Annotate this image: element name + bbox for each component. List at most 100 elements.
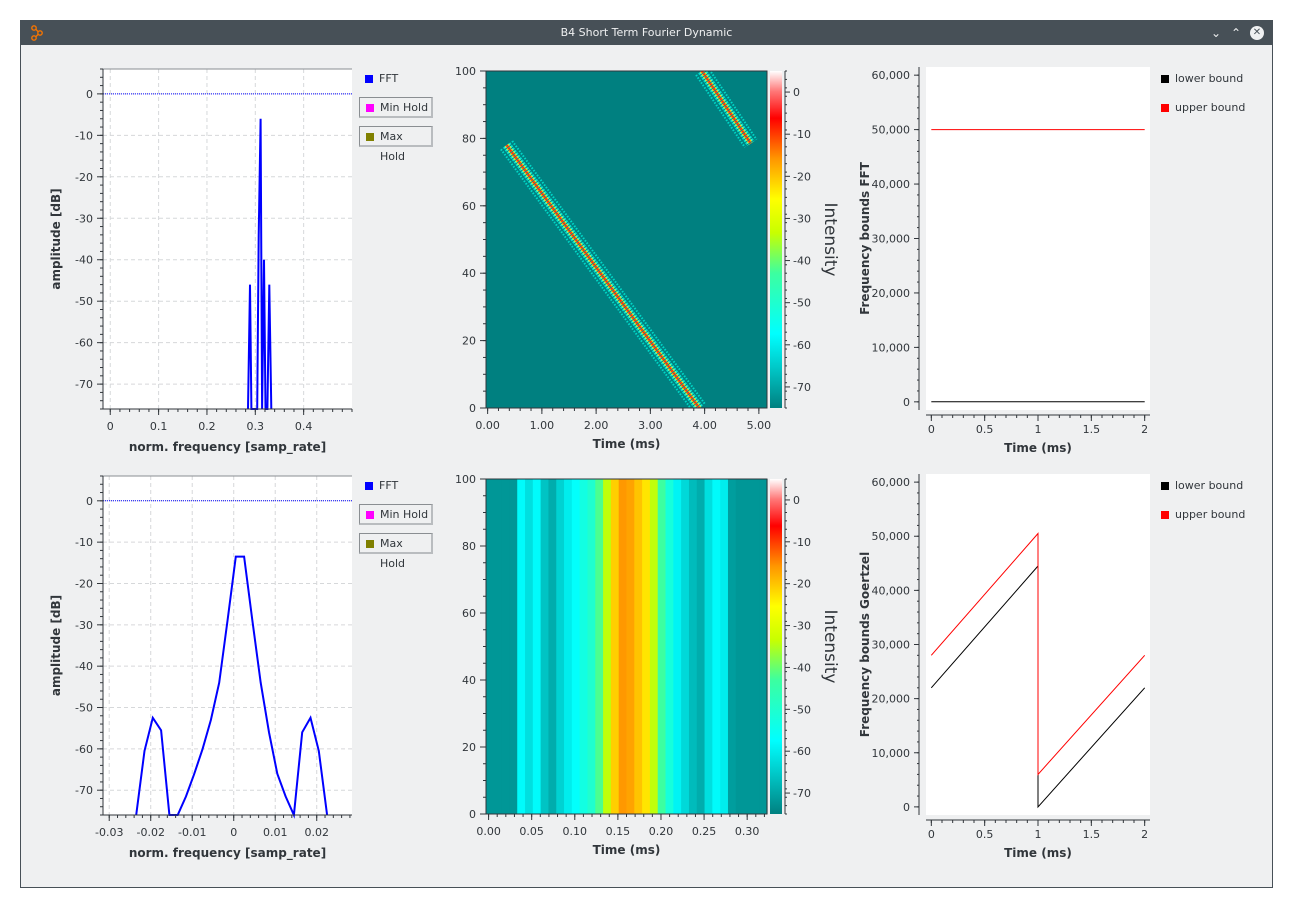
legend-min-hold-top[interactable]: Min Hold xyxy=(359,97,433,118)
waterfall_bottom-heatmap-column xyxy=(712,479,721,814)
waterfall_bottom-x-tick-label: 0.10 xyxy=(563,825,588,838)
fft_top-y-tick-label: -50 xyxy=(75,295,93,308)
legend-max-hold-bottom[interactable]: Max Hold xyxy=(359,533,433,570)
waterfall_top-colorbar-tick-label: -20 xyxy=(793,170,811,183)
waterfall_bottom-heatmap-column xyxy=(517,479,526,814)
waterfall_bottom-x-tick-label: 0.20 xyxy=(649,825,674,838)
waterfall_top-colorbar-tick-label: -10 xyxy=(793,128,811,141)
waterfall_bottom-heatmap-column xyxy=(735,479,745,814)
legend-fft-bottom[interactable]: FFT xyxy=(359,476,459,496)
waterfall_bottom-heatmap-column xyxy=(564,479,573,814)
waterfall_bottom-colorbar-tick-label: -50 xyxy=(793,703,811,716)
waterfall_bottom-x-tick-label: 0.15 xyxy=(606,825,631,838)
bounds_bottom-y-tick-label: 20,000 xyxy=(872,693,911,706)
legend-label: lower bound xyxy=(1175,72,1244,85)
bounds_bottom-y-tick-label: 40,000 xyxy=(872,584,911,597)
fft_bottom-x-tick-label: 0 xyxy=(230,826,237,839)
waterfall_bottom-colorbar-tick-label: -30 xyxy=(793,620,811,633)
waterfall_bottom-heatmap-column xyxy=(486,479,495,814)
waterfall_top-y-tick-label: 40 xyxy=(462,267,476,280)
waterfall_bottom-heatmap-column xyxy=(743,479,752,814)
waterfall_top-y-tick-label: 80 xyxy=(462,132,476,145)
bounds_bottom-x-label: Time (ms) xyxy=(1004,846,1072,860)
legend-fft-top[interactable]: FFT xyxy=(359,69,459,89)
bounds_bottom-y-label: Frequency bounds Goertzel xyxy=(858,552,872,737)
waterfall_top-y-tick-label: 100 xyxy=(455,65,476,78)
maximize-icon[interactable]: ⌃ xyxy=(1230,26,1242,40)
bounds_bottom-y-tick-label: 0 xyxy=(903,801,910,814)
bounds_bottom-x-tick-label: 0.5 xyxy=(976,828,994,841)
fft_bottom-plot-area xyxy=(103,476,352,815)
lower-bound-swatch xyxy=(1161,75,1169,83)
legend-label: Min Hold xyxy=(380,508,429,521)
legend-upper-bound-bottom[interactable]: upper bound xyxy=(1155,505,1255,525)
waterfall_bottom-y-tick-label: 80 xyxy=(462,540,476,553)
waterfall_bottom-heatmap-column xyxy=(642,479,651,814)
waterfall_top-colorbar-tick-label: 0 xyxy=(793,86,800,99)
legend-label: FFT xyxy=(379,479,399,492)
waterfall_top-y-tick-label: 0 xyxy=(469,402,476,415)
legend-max-hold-top[interactable]: Max Hold xyxy=(359,126,433,163)
bounds_top-y-tick-label: 0 xyxy=(903,396,910,409)
waterfall_bottom-heatmap-column xyxy=(493,479,503,814)
waterfall_bottom-heatmap-column xyxy=(657,479,667,814)
fft-swatch xyxy=(365,75,373,83)
waterfall_bottom-heatmap-column xyxy=(548,479,557,814)
fft_bottom-y-tick-label: -10 xyxy=(75,536,93,549)
waterfall_bottom-colorbar xyxy=(770,479,782,814)
waterfall_top-heatmap-background xyxy=(486,71,767,408)
waterfall_bottom-x-tick-label: 0.05 xyxy=(519,825,544,838)
waterfall_bottom-heatmap-column xyxy=(626,479,635,814)
upper-bound-swatch xyxy=(1161,511,1169,519)
bounds_bottom-x-tick-label: 0 xyxy=(928,828,935,841)
waterfall_bottom-heatmap-column xyxy=(610,479,620,814)
fft_top-x-tick-label: 0.3 xyxy=(247,420,265,433)
fft_top-y-tick-label: -10 xyxy=(75,129,93,142)
waterfall_top-panel: 0 20 40 60 80 100 0.00 1.00 2.00 3.00 4.00 5.00 Time… xyxy=(455,65,840,451)
close-icon[interactable]: ✕ xyxy=(1250,26,1264,40)
legend-upper-bound-top[interactable]: upper bound xyxy=(1155,98,1255,118)
fft_top-y-tick-label: -40 xyxy=(75,254,93,267)
min-hold-swatch xyxy=(366,104,374,112)
waterfall_bottom-y-tick-label: 100 xyxy=(455,473,476,486)
waterfall_bottom-heatmap-column xyxy=(618,479,628,814)
waterfall_bottom-heatmap-column xyxy=(673,479,682,814)
legend-label: Min Hold xyxy=(380,101,429,114)
waterfall_top-colorbar xyxy=(770,71,782,408)
legend-label: Max Hold xyxy=(380,537,406,570)
waterfall_top-colorbar-tick-label: -60 xyxy=(793,339,811,352)
lower-bound-swatch xyxy=(1161,482,1169,490)
fft-swatch xyxy=(365,482,373,490)
fft_bottom-x-tick-label: -0.01 xyxy=(178,826,206,839)
waterfall_top-x-tick-label: 1.00 xyxy=(530,419,555,432)
legend-lower-bound-top[interactable]: lower bound xyxy=(1155,69,1255,89)
legend-lower-bound-bottom[interactable]: lower bound xyxy=(1155,476,1255,496)
legend-label: FFT xyxy=(379,72,399,85)
waterfall_bottom-heatmap-column xyxy=(759,479,768,814)
waterfall_top-colorbar-tick-label: -70 xyxy=(793,381,811,394)
waterfall_bottom-heatmap-column xyxy=(665,479,674,814)
waterfall_top-y-tick-label: 20 xyxy=(462,335,476,348)
fft_top-y-tick-label: -60 xyxy=(75,337,93,350)
fft_bottom-y-tick-label: -70 xyxy=(75,784,93,797)
waterfall_bottom-y-tick-label: 20 xyxy=(462,741,476,754)
bounds_bottom-y-tick-label: 30,000 xyxy=(872,639,911,652)
fft_top-x-tick-label: 0 xyxy=(107,420,114,433)
legend-min-hold-bottom[interactable]: Min Hold xyxy=(359,504,433,525)
waterfall_bottom-heatmap-column xyxy=(587,479,596,814)
title-bar[interactable]: B4 Short Term Fourier Dynamic ⌄ ⌃ ✕ xyxy=(21,21,1272,45)
minimize-icon[interactable]: ⌄ xyxy=(1210,26,1222,40)
waterfall_top-y-tick-label: 60 xyxy=(462,200,476,213)
bounds_bottom-y-tick-label: 50,000 xyxy=(872,530,911,543)
waterfall_bottom-colorbar-label: Intensity xyxy=(820,610,840,684)
fft_top-x-tick-label: 0.2 xyxy=(198,420,216,433)
fft_bottom-x-tick-label: 0.02 xyxy=(304,826,329,839)
waterfall_top-x-tick-label: 5.00 xyxy=(747,419,772,432)
fft_bottom-x-tick-label: -0.03 xyxy=(95,826,123,839)
bounds_top-y-tick-label: 50,000 xyxy=(872,124,911,137)
fft_bottom-x-label: norm. frequency [samp_rate] xyxy=(129,846,326,861)
waterfall_top-x-tick-label: 4.00 xyxy=(692,419,717,432)
waterfall_top-colorbar-tick-label: -50 xyxy=(793,297,811,310)
fft_bottom-y-tick-label: 0 xyxy=(86,495,93,508)
